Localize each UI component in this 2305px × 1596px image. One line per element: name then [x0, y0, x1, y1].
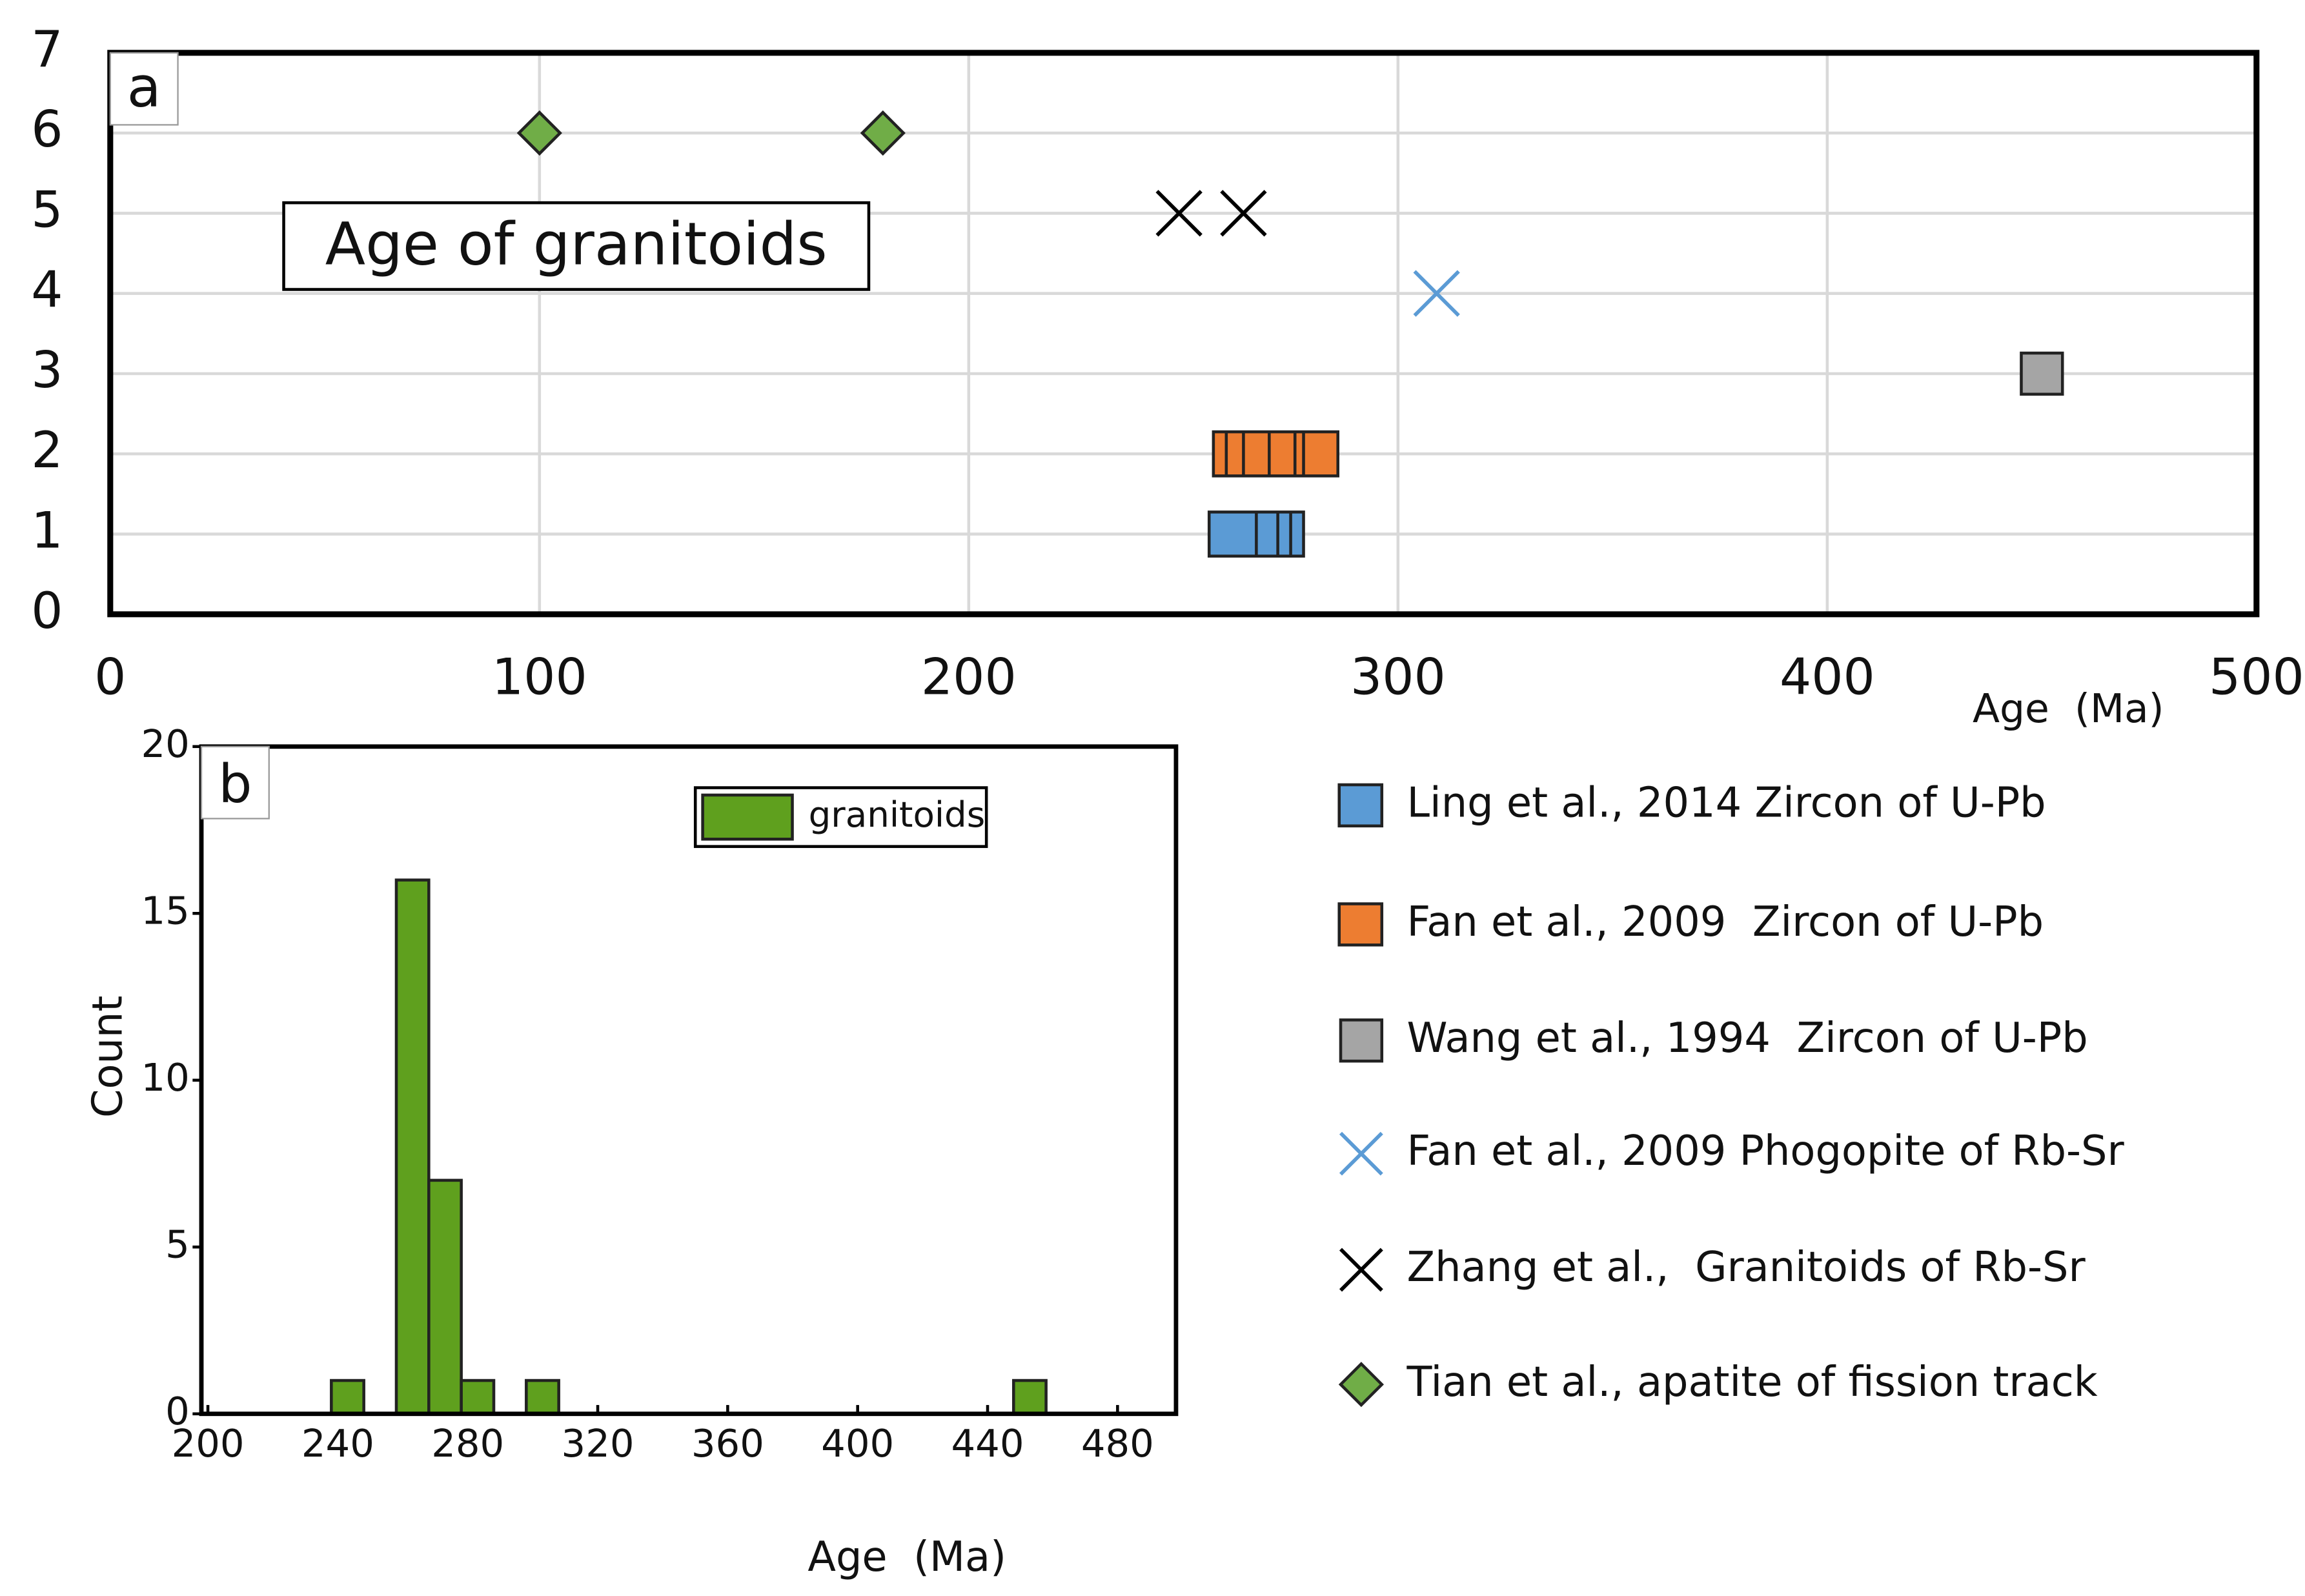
panel-label-box [109, 52, 179, 126]
legend-label: granitoids [809, 794, 986, 835]
legend-label: Zhang et al., Granitoids of Rb-Sr [1406, 1244, 2086, 1291]
legend-label: Fan et al., 2009 Zircon of U-Pb [1406, 898, 2044, 946]
histogram-bar [460, 1379, 496, 1416]
panel-label: b [218, 754, 252, 815]
plot-frame [199, 744, 1179, 1417]
y-tick-label: 20 [141, 722, 189, 766]
x-tick-label: 100 [492, 648, 587, 706]
legend-marker [1339, 1131, 1383, 1176]
annotation-box [282, 201, 871, 291]
legend-marker [1339, 1248, 1383, 1292]
y-tick-label: 7 [31, 21, 63, 79]
y-tick-label: 3 [31, 341, 63, 399]
plot-frame [107, 50, 2260, 618]
y-tick-label: 2 [31, 421, 63, 480]
y-tick-label: 1 [31, 502, 63, 560]
y-tick-label: 4 [31, 261, 63, 319]
y-tick-label: 0 [165, 1389, 190, 1433]
histogram-bar [330, 1379, 365, 1416]
x-marker [1413, 270, 1460, 317]
legend-swatch [1337, 783, 1384, 828]
range-box [1212, 430, 1340, 478]
annotation: Age of granitoids [325, 210, 828, 279]
square-marker [2020, 351, 2064, 396]
histogram-bar [394, 878, 431, 1416]
legend-label: Wang et al., 1994 Zircon of U-Pb [1406, 1015, 2087, 1062]
y-tick-label: 10 [141, 1055, 189, 1100]
legend-marker [1339, 1018, 1384, 1063]
x-tick-label: 0 [94, 648, 126, 706]
legend-label: Ling et al., 2014 Zircon of U-Pb [1406, 779, 2046, 827]
legend-label: Fan et al., 2009 Phogopite of Rb-Sr [1406, 1127, 2124, 1175]
y-tick-label: 6 [31, 101, 63, 159]
diamond-marker [516, 110, 562, 156]
y-tick-label: 0 [31, 582, 63, 640]
x-tick-label: 440 [951, 1421, 1024, 1466]
x-tick-label: 240 [301, 1421, 374, 1466]
x-marker [1220, 190, 1267, 237]
panel-label: a [127, 56, 161, 120]
x-tick-label: 400 [1780, 648, 1875, 706]
x-tick-label: 500 [2209, 648, 2304, 706]
histogram-bar [525, 1379, 560, 1416]
x-tick-label: 200 [172, 1421, 245, 1466]
x-tick-label: 280 [431, 1421, 504, 1466]
diamond-marker [860, 110, 906, 156]
x-tick-label: 400 [821, 1421, 894, 1466]
x-axis-label: Age (Ma) [807, 1533, 1006, 1581]
y-tick-label: 15 [141, 888, 189, 933]
histogram-bar [427, 1178, 463, 1416]
x-tick-label: 320 [562, 1421, 635, 1466]
histogram-bar [1012, 1379, 1048, 1416]
x-axis-label: Age (Ma) [1973, 685, 2164, 732]
x-tick-label: 300 [1350, 648, 1446, 706]
legend-label: Tian et al., apatite of fission track [1406, 1359, 2097, 1406]
x-tick-label: 480 [1081, 1421, 1154, 1466]
x-marker [1155, 190, 1203, 237]
legend-swatch [701, 793, 794, 841]
legend-marker [1338, 1362, 1384, 1408]
x-tick-label: 360 [691, 1421, 764, 1466]
y-tick-label: 5 [31, 181, 63, 239]
panel-label-box [200, 745, 270, 820]
x-tick-label: 200 [921, 648, 1017, 706]
y-tick-label: 5 [165, 1222, 190, 1266]
y-axis-label: Count [84, 996, 132, 1118]
legend-swatch [1337, 902, 1384, 947]
